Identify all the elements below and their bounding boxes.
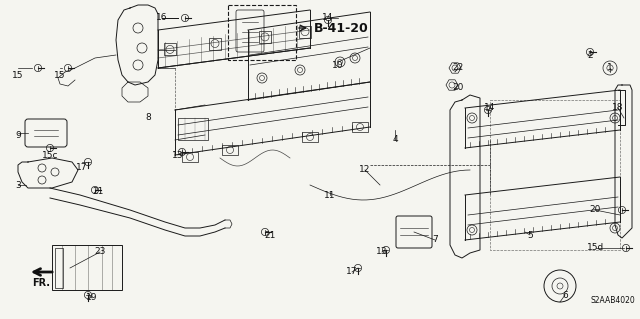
Text: 13: 13 [172, 151, 184, 160]
Text: 5: 5 [527, 231, 533, 240]
Text: 9: 9 [15, 130, 21, 139]
Bar [228, 5, 296, 60]
Text: 6: 6 [562, 291, 568, 300]
Text: 15: 15 [12, 70, 24, 79]
Bar [209, 38, 221, 49]
Text: 20: 20 [589, 205, 601, 214]
Text: 14: 14 [484, 103, 496, 113]
Text: 7: 7 [432, 235, 438, 244]
Bar [302, 132, 318, 142]
Bar [222, 145, 238, 155]
Bar [299, 26, 311, 38]
Text: S2AAB4020: S2AAB4020 [590, 296, 635, 305]
Text: 19: 19 [86, 293, 98, 302]
Text: 14: 14 [323, 13, 333, 23]
Text: 11: 11 [324, 190, 336, 199]
Text: 16: 16 [156, 13, 168, 23]
Text: B-41-20: B-41-20 [314, 21, 369, 34]
Text: 8: 8 [145, 114, 151, 122]
Text: 3: 3 [15, 181, 21, 189]
Text: 17: 17 [346, 268, 358, 277]
Bar [52, 245, 122, 290]
Bar [55, 248, 63, 288]
Bar [182, 152, 198, 162]
Text: 12: 12 [359, 166, 371, 174]
Text: 10: 10 [332, 61, 344, 70]
Text: 15c: 15c [42, 151, 58, 160]
Text: 20: 20 [452, 84, 464, 93]
Text: 21: 21 [92, 188, 104, 197]
Bar [259, 31, 271, 43]
Text: 18: 18 [612, 103, 624, 113]
Text: 2: 2 [587, 50, 593, 60]
Text: 13: 13 [376, 248, 388, 256]
Bar [178, 118, 208, 140]
Text: 22: 22 [452, 63, 463, 72]
Bar [164, 43, 176, 56]
Text: 17: 17 [76, 164, 88, 173]
Text: 15d: 15d [588, 243, 605, 253]
Text: 21: 21 [264, 231, 276, 240]
Text: 15: 15 [54, 70, 66, 79]
Text: 1: 1 [607, 63, 613, 72]
Text: 4: 4 [392, 136, 398, 145]
Bar [352, 122, 368, 132]
Text: 23: 23 [94, 248, 106, 256]
Text: FR.: FR. [32, 278, 50, 288]
